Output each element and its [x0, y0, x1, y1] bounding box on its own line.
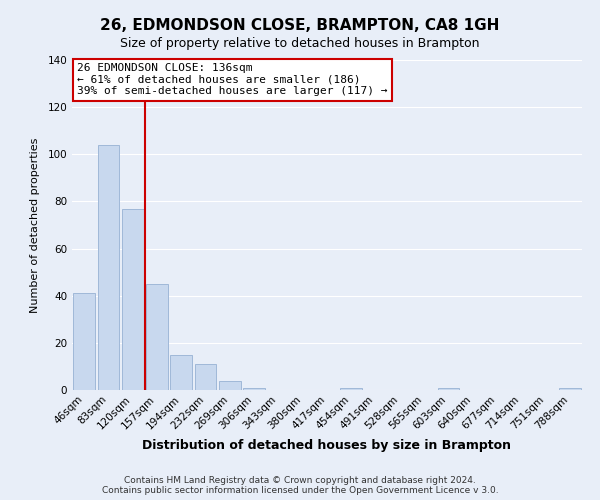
Bar: [146, 284, 168, 390]
Bar: [559, 388, 581, 390]
Bar: [243, 388, 265, 390]
Bar: [437, 388, 460, 390]
Bar: [122, 208, 143, 390]
Text: 26, EDMONDSON CLOSE, BRAMPTON, CA8 1GH: 26, EDMONDSON CLOSE, BRAMPTON, CA8 1GH: [100, 18, 500, 32]
Bar: [73, 294, 95, 390]
Bar: [97, 145, 119, 390]
Text: Size of property relative to detached houses in Brampton: Size of property relative to detached ho…: [120, 38, 480, 51]
Text: Contains HM Land Registry data © Crown copyright and database right 2024.
Contai: Contains HM Land Registry data © Crown c…: [101, 476, 499, 495]
Text: 26 EDMONDSON CLOSE: 136sqm
← 61% of detached houses are smaller (186)
39% of sem: 26 EDMONDSON CLOSE: 136sqm ← 61% of deta…: [77, 64, 388, 96]
Bar: [194, 364, 217, 390]
Y-axis label: Number of detached properties: Number of detached properties: [31, 138, 40, 312]
X-axis label: Distribution of detached houses by size in Brampton: Distribution of detached houses by size …: [143, 440, 511, 452]
Bar: [219, 380, 241, 390]
Bar: [340, 388, 362, 390]
Bar: [170, 354, 192, 390]
